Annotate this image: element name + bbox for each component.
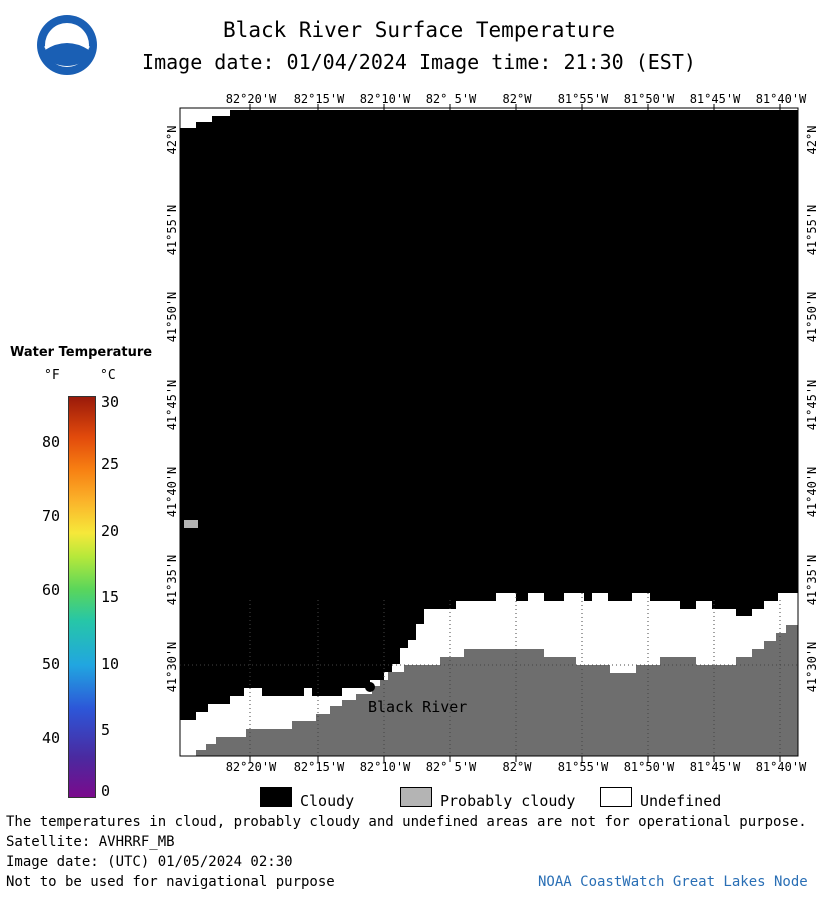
lon-tick-top: 81°45'W [689,92,741,106]
probably-cloudy-patch [184,520,198,528]
lon-tick-top: 82° 5'W [425,92,477,106]
cloudy-region [180,110,798,720]
lat-tick-left: 41°55'N [165,204,179,256]
credit-link[interactable]: NOAA CoastWatch Great Lakes Node [538,874,808,890]
undefined-label: Undefined [640,792,722,810]
undefined-swatch [600,787,632,807]
lon-tick-top: 82°W [502,92,532,106]
lon-tick-top: 82°10'W [359,92,411,106]
lon-tick-bottom: 82°20'W [225,760,277,774]
lon-tick-top: 82°15'W [293,92,345,106]
scale-c-label: 0 [101,782,111,800]
lat-tick-right: 41°40'N [805,466,819,518]
scale-c-label: 5 [101,721,111,739]
cloudy-label: Cloudy [300,792,355,810]
scale-f-label: 50 [41,655,60,673]
lon-tick-top: 82°20'W [225,92,277,106]
lat-tick-left: 41°35'N [165,554,179,606]
lon-tick-bottom: 82° 5'W [425,760,477,774]
lon-tick-top: 81°55'W [557,92,609,106]
lat-tick-right: 41°45'N [805,379,819,431]
scale-f-label: 80 [41,433,60,451]
disclaimer-note: The temperatures in cloud, probably clou… [6,814,807,830]
lat-tick-right: 41°35'N [805,554,819,606]
black-river-marker [365,682,375,692]
lon-tick-bottom: 82°10'W [359,760,411,774]
image-date-time: Image date: 01/04/2024 Image time: 21:30… [142,50,696,74]
lat-tick-left: 41°50'N [165,291,179,343]
unit-fahrenheit: °F [44,368,60,383]
page-title: Black River Surface Temperature [223,18,615,42]
lon-tick-bottom: 81°55'W [557,760,609,774]
lat-tick-left: 41°30'N [165,641,179,693]
unit-celsius: °C [100,368,116,383]
lon-tick-bottom: 81°50'W [623,760,675,774]
lon-tick-bottom: 81°40'W [755,760,807,774]
satellite-info: Satellite: AVHRRF_MB [6,834,175,850]
scale-c-label: 30 [101,393,120,411]
scale-c-label: 10 [101,655,120,673]
lon-tick-top: 81°50'W [623,92,675,106]
scale-c-label: 15 [101,588,120,606]
lon-tick-bottom: 82°W [502,760,532,774]
lon-tick-bottom: 82°15'W [293,760,345,774]
lat-tick-left: 41°40'N [165,466,179,518]
legend-title: Water Temperature [10,345,153,360]
lat-tick-left: 42°N [165,125,179,155]
lat-tick-right: 41°30'N [805,641,819,693]
graticule [180,593,798,756]
probably-cloudy-label: Probably cloudy [440,792,576,810]
lon-tick-top: 81°40'W [755,92,807,106]
lat-tick-right: 41°50'N [805,291,819,343]
scale-f-label: 40 [41,729,60,747]
scale-c-label: 25 [101,455,120,473]
scale-f-label: 70 [41,507,60,525]
temperature-colorbar [68,396,96,798]
lat-tick-left: 41°45'N [165,379,179,431]
scale-c-label: 20 [101,522,120,540]
noaa-logo [36,14,98,76]
scale-f-label: 60 [41,581,60,599]
probably-cloudy-swatch [400,787,432,807]
lon-tick-bottom: 81°45'W [689,760,741,774]
land-region [180,625,798,756]
cloudy-swatch [260,787,292,807]
black-river-label: Black River [368,698,468,716]
map-border [179,107,799,757]
navigation-note: Not to be used for navigational purpose [6,874,335,890]
utc-date: Image date: (UTC) 01/05/2024 02:30 [6,854,293,870]
shore-mark [227,707,235,713]
lat-tick-right: 41°55'N [805,204,819,256]
lat-tick-right: 42°N [805,125,819,155]
